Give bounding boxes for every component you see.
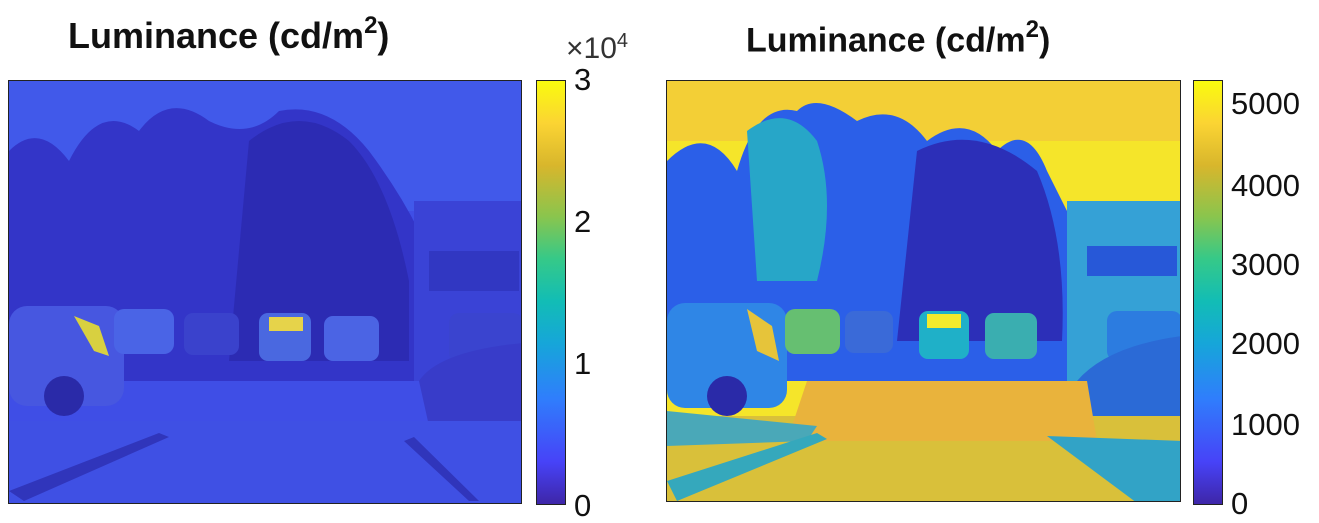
right-title-sup: 2	[1025, 16, 1039, 43]
right-tick-5000: 5000	[1231, 86, 1300, 121]
left-tick-2: 2	[574, 204, 592, 239]
right-tick-0: 0	[1231, 486, 1249, 521]
left-multiplier-base: ×10	[566, 32, 617, 65]
left-luminance-image	[8, 80, 522, 504]
right-tick-4000: 4000	[1231, 168, 1300, 203]
left-multiplier-exp: 4	[616, 30, 629, 52]
left-title-sup: 2	[364, 12, 378, 39]
right-title-end: )	[1038, 21, 1051, 60]
right-tick-1000: 1000	[1231, 407, 1300, 442]
left-title-end: )	[377, 15, 390, 56]
right-luminance-image	[666, 80, 1181, 502]
left-tick-1: 1	[574, 346, 592, 381]
left-colorbar	[536, 80, 566, 505]
left-title: Luminance (cd/m2)	[68, 12, 390, 57]
left-colorbar-multiplier: ×104	[566, 30, 628, 66]
left-tick-3: 3	[574, 62, 592, 97]
right-tick-2000: 2000	[1231, 326, 1300, 361]
right-colorbar	[1193, 80, 1223, 505]
right-title-text: Luminance (cd/m	[746, 21, 1026, 60]
left-tick-0: 0	[574, 488, 592, 523]
left-title-text: Luminance (cd/m	[68, 15, 365, 56]
right-title: Luminance (cd/m2)	[746, 16, 1051, 60]
right-tick-3000: 3000	[1231, 247, 1300, 282]
